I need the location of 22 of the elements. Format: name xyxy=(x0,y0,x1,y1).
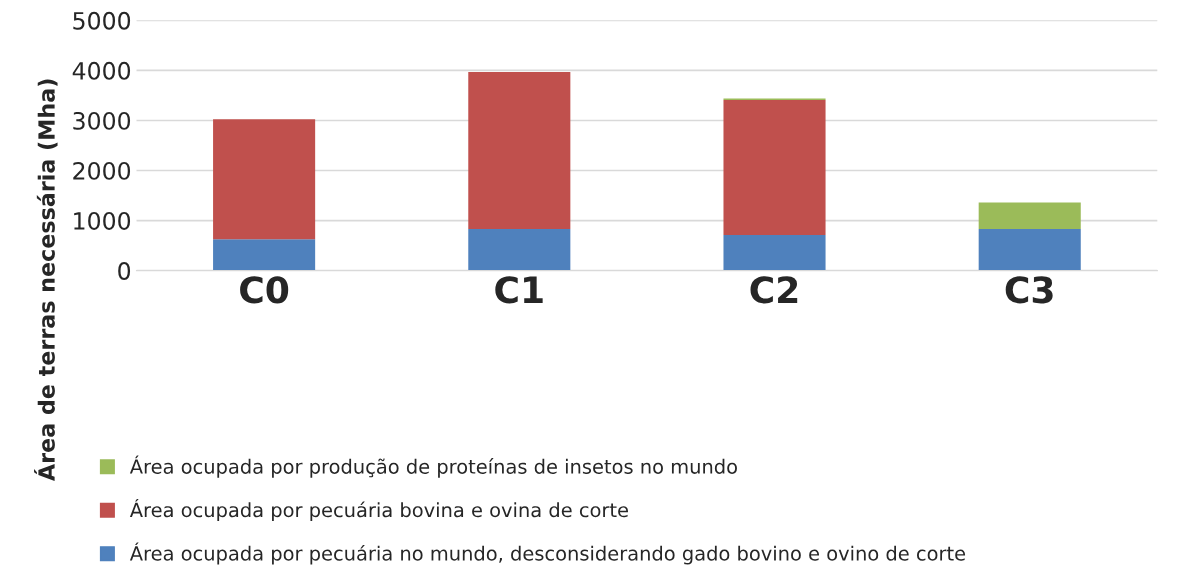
x-tick-label: C0 xyxy=(240,276,289,304)
y-tick-label: 0 xyxy=(118,262,131,280)
bar xyxy=(723,99,826,236)
y-tick-label: 5000 xyxy=(73,11,131,30)
y-axis-title: Área de terras necessária (Mha) xyxy=(34,79,58,481)
y-tick-label: 3000 xyxy=(73,111,131,130)
bar xyxy=(468,71,571,230)
y-tick-label: 2000 xyxy=(73,161,131,180)
x-tick-label: C2 xyxy=(750,276,798,304)
bar xyxy=(213,239,316,271)
y-tick-label: 1000 xyxy=(74,212,131,230)
x-tick-label: C3 xyxy=(1005,276,1053,304)
bar xyxy=(978,229,1081,271)
legend-label: Área ocupada por pecuária bovina e ovina de corte xyxy=(129,499,628,522)
bar xyxy=(468,229,571,271)
bar xyxy=(978,202,1081,230)
bar xyxy=(723,235,826,271)
x-tick-label: C1 xyxy=(495,276,543,304)
bar xyxy=(213,119,316,240)
legend-label: Área ocupada por produção de proteínas de insetos no mundo xyxy=(129,455,737,478)
y-tick-label: 4000 xyxy=(72,61,131,80)
legend-label: Área ocupada por pecuária no mundo, desconsiderando gado bovino e ovino de corte xyxy=(129,542,966,565)
